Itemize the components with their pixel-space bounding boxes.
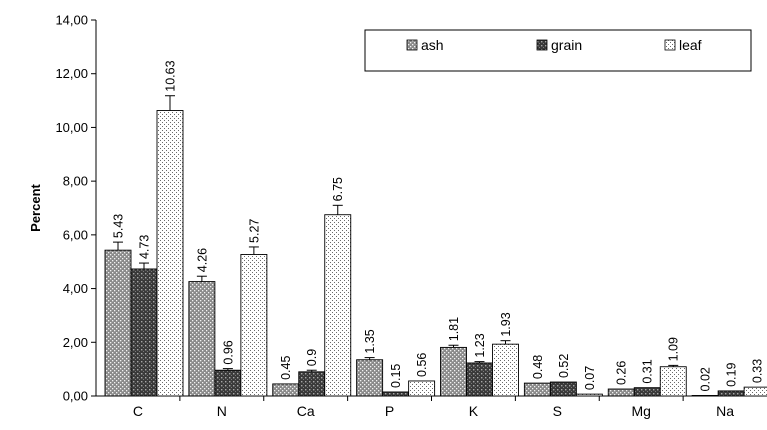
x-tick-label: C [133, 403, 143, 419]
bar-grain [298, 371, 326, 397]
y-tick-label: 0,00 [63, 389, 88, 404]
data-label: 0.26 [615, 361, 629, 385]
data-label: 6.75 [331, 177, 345, 201]
data-label: 4.73 [138, 235, 152, 259]
bar-ash [104, 249, 132, 397]
data-label: 0.48 [531, 355, 545, 379]
bar-grain [466, 362, 493, 397]
bar-grain [633, 387, 661, 397]
data-label: 0.96 [221, 340, 235, 364]
x-tick-label: N [217, 403, 227, 419]
bar-ash [691, 395, 719, 397]
data-label: 0.15 [389, 364, 403, 388]
bar-leaf [324, 214, 352, 397]
bar-grain [214, 369, 242, 397]
data-label: 0.45 [279, 356, 293, 380]
data-label: 0.19 [725, 363, 739, 387]
y-tick-label: 14,00 [55, 13, 88, 28]
data-label: 1.93 [499, 312, 513, 336]
y-tick-label: 4,00 [63, 281, 88, 296]
plot-area: 0,00 2,00 4,00 6,00 8,00 10,00 12,00 14,00 C 5.43… [55, 13, 767, 419]
x-tick-label: S [553, 403, 562, 419]
bar-ash [356, 359, 384, 397]
y-tick-label: 10,00 [55, 120, 88, 135]
data-label: 0.9 [305, 349, 319, 366]
data-label: 0.07 [583, 366, 597, 390]
y-axis-label: Percent [28, 183, 43, 231]
bar-ash [440, 346, 467, 397]
data-label: 0.31 [641, 359, 655, 383]
bar-leaf [408, 380, 436, 397]
data-label: 10.63 [164, 60, 178, 91]
y-tick-label: 12,00 [55, 66, 88, 81]
x-tick-label: Mg [631, 403, 650, 419]
x-tick-label: P [385, 403, 394, 419]
data-label: 0.56 [415, 353, 429, 377]
bar-leaf [156, 110, 184, 397]
y-tick-label: 8,00 [63, 174, 88, 189]
bar-ash [607, 388, 635, 397]
x-tick-label: K [469, 403, 479, 419]
x-tick-label: Na [716, 403, 734, 419]
bar-leaf [575, 393, 603, 397]
bar-leaf [659, 366, 687, 397]
legend-swatch-leaf [664, 39, 676, 51]
legend-swatch-ash [406, 39, 418, 51]
x-tick-label: Ca [297, 403, 315, 419]
data-label: 1.81 [447, 317, 461, 341]
legend-box [364, 29, 752, 72]
bar-grain [717, 390, 745, 397]
bar-ash [272, 383, 300, 397]
bar-leaf [492, 343, 519, 397]
data-label: 5.27 [247, 219, 261, 243]
y-tick-label: 2,00 [63, 335, 88, 350]
legend-swatch-grain [536, 39, 548, 51]
bar-leaf [240, 254, 268, 397]
data-label: 1.09 [667, 337, 681, 361]
bar-grain [549, 381, 577, 397]
data-label: 4.26 [195, 248, 209, 272]
legend-label-leaf: leaf [679, 37, 702, 53]
bar-grain [382, 391, 410, 397]
y-tick-label: 6,00 [63, 227, 88, 242]
bar-leaf [743, 386, 767, 397]
data-label: 0.33 [751, 359, 765, 383]
data-label: 5.43 [112, 214, 126, 238]
data-label: 1.23 [473, 333, 487, 357]
legend-label-grain: grain [551, 37, 582, 53]
legend: ash grain leaf [364, 29, 752, 72]
data-label: 0.02 [699, 367, 713, 391]
legend-label-ash: ash [421, 37, 444, 53]
data-label: 1.35 [363, 329, 377, 353]
bar-grain [130, 268, 158, 397]
data-label: 0.52 [557, 354, 571, 378]
bar-ash [188, 281, 216, 397]
bar-ash [523, 382, 551, 397]
